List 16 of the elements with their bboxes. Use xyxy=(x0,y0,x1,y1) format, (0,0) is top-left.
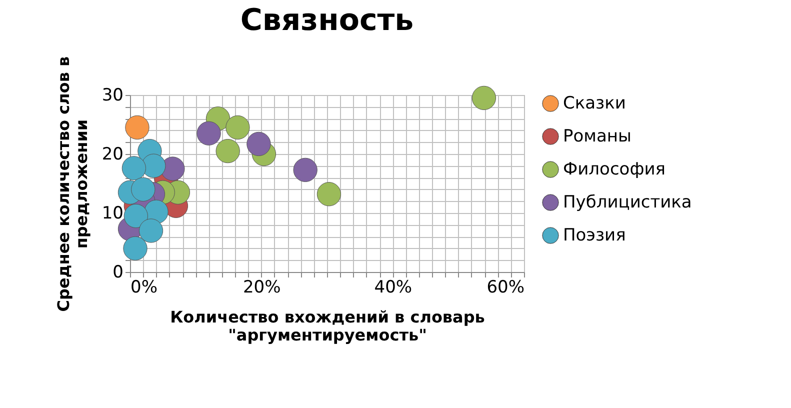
y-tick-label: 10 xyxy=(102,204,124,224)
y-tick-label: 20 xyxy=(102,144,124,164)
legend-label: Публицистика xyxy=(563,192,692,212)
legend-label: Философия xyxy=(563,160,666,180)
x-tick-label: 60% xyxy=(486,278,524,298)
x-tick-label: 0% xyxy=(130,278,158,298)
legend-label: Сказки xyxy=(563,94,626,114)
legend-label: Поэзия xyxy=(563,226,626,246)
y-tick-label: 30 xyxy=(102,86,124,106)
x-tick-label: 40% xyxy=(374,278,412,298)
x-axis-title: Количество вхождений в словарь "аргументируемость" xyxy=(170,308,485,344)
y-axis-title: Среднее количество слов в предложении xyxy=(54,56,91,312)
x-tick-label: 20% xyxy=(242,278,281,298)
legend-label: Романы xyxy=(563,126,632,146)
y-tick-label: 0 xyxy=(112,262,124,282)
chart-title: Связность xyxy=(240,2,414,38)
